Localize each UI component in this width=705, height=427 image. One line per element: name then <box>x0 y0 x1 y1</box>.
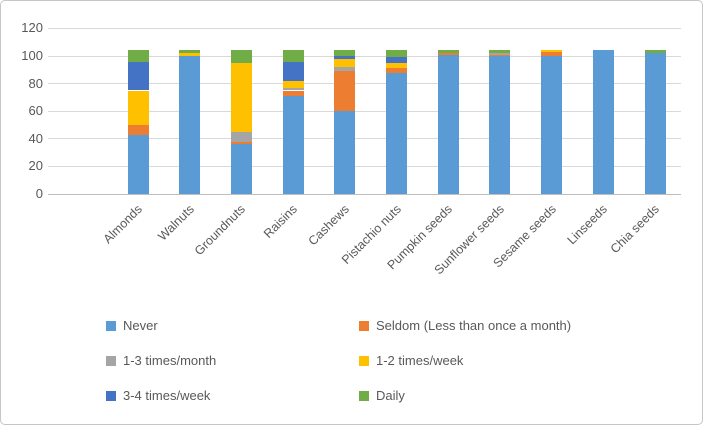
bar-segment <box>541 50 563 52</box>
legend-swatch-icon <box>359 390 369 401</box>
bar-segment <box>334 67 356 72</box>
bar-segment <box>592 50 614 194</box>
bar-segment <box>230 62 252 132</box>
bar-segment <box>437 50 459 54</box>
bar-segment <box>334 56 356 59</box>
x-axis-category-label: Almonds <box>100 202 145 247</box>
x-axis-category-label: Sunflower seeds <box>431 202 507 278</box>
legend-label: 1-3 times/month <box>123 353 217 368</box>
legend-item: Never <box>106 318 158 333</box>
legend-item: Seldom (Less than once a month) <box>359 318 571 333</box>
bar-segment <box>644 53 666 194</box>
legend-item: 1-2 times/week <box>359 353 463 368</box>
y-axis-tick-label: 80 <box>28 75 43 91</box>
legend-label: 1-2 times/week <box>376 353 464 368</box>
bar-segment <box>386 72 407 194</box>
x-axis-category-label: Raisins <box>261 202 300 241</box>
gridline-40 <box>48 138 681 140</box>
x-axis-category-label: Chia seeds <box>607 202 662 257</box>
y-axis-tick-label: 0 <box>35 186 43 201</box>
x-axis-category-label: Pumpkin seeds <box>384 202 456 273</box>
bar-segment <box>334 71 356 112</box>
gridline-20 <box>48 165 681 167</box>
y-axis-tick-label: 60 <box>28 103 43 119</box>
bar-segment <box>282 61 304 81</box>
bar-segment <box>179 56 201 194</box>
x-axis-category-label: Pistachio nuts <box>338 202 404 267</box>
bar-segment <box>334 58 356 68</box>
bar-segment <box>489 50 511 54</box>
bar-segment <box>437 54 459 194</box>
y-axis-tick-label: 20 <box>28 158 43 174</box>
bar-segment <box>282 96 304 194</box>
bar-segment <box>489 56 511 194</box>
bar-segment <box>644 50 666 54</box>
y-axis-tick-label: 120 <box>21 20 43 36</box>
legend-label: 3-4 times/week <box>123 388 211 403</box>
gridline-0 <box>48 193 681 195</box>
y-axis-tick-label: 40 <box>28 130 43 146</box>
bar-segment <box>230 50 252 63</box>
gridline-100 <box>48 55 681 57</box>
bar-segment <box>282 90 304 97</box>
bar-segment <box>282 80 304 88</box>
bar-segment <box>541 51 563 56</box>
bar-segment <box>489 54 511 56</box>
bar-segment <box>489 53 511 55</box>
bar-segment <box>437 53 459 55</box>
bar-segment <box>179 53 201 56</box>
bar-segment <box>282 50 304 62</box>
bar-segment <box>179 50 201 54</box>
bar-segment <box>127 90 149 125</box>
legend-label: Seldom (Less than once a month) <box>376 318 572 333</box>
bar-segment <box>282 87 304 91</box>
bar-segment <box>127 134 149 194</box>
legend-item: 1-3 times/month <box>106 353 216 368</box>
bar-segment <box>386 57 407 63</box>
bar-segment <box>334 111 356 194</box>
legend-swatch-icon <box>106 320 116 331</box>
plot-area: 0 20 40 60 80 100 120 Almonds Walnuts Groundnuts R… <box>1 1 702 301</box>
bar-segment <box>334 50 356 56</box>
legend-item: 3-4 times/week <box>106 388 210 403</box>
legend-swatch-icon <box>106 355 116 366</box>
legend: Never Seldom (Less than once a month) 1-3 … <box>1 301 702 424</box>
bar-segment <box>386 50 407 58</box>
legend-swatch-icon <box>106 390 116 401</box>
legend-swatch-icon <box>359 355 369 366</box>
legend-item: Daily <box>359 388 405 403</box>
gridline-80 <box>48 83 681 85</box>
x-axis-category-label: Linseeds <box>564 202 611 248</box>
bar-segment <box>386 68 407 73</box>
y-axis-tick-label: 100 <box>21 48 43 63</box>
bar-segment <box>127 61 149 91</box>
x-axis-category-label: Walnuts <box>155 202 197 244</box>
gridline-120 <box>48 27 681 29</box>
gridline-60 <box>48 110 681 112</box>
legend-label: Never <box>123 318 158 333</box>
bar-segment <box>230 131 252 142</box>
bar-segment <box>230 141 252 145</box>
bar-segment <box>127 50 149 62</box>
bar-segment <box>230 144 252 194</box>
bar-segment <box>386 62 407 69</box>
bar-segment <box>127 125 149 135</box>
x-axis-category-label: Cashews <box>305 202 352 249</box>
x-axis-category-label: Sesame seeds <box>490 202 559 271</box>
legend-swatch-icon <box>359 320 369 331</box>
bar-segment <box>541 56 563 194</box>
legend-label: Daily <box>376 388 405 403</box>
x-axis-category-label: Groundnuts <box>192 202 249 259</box>
